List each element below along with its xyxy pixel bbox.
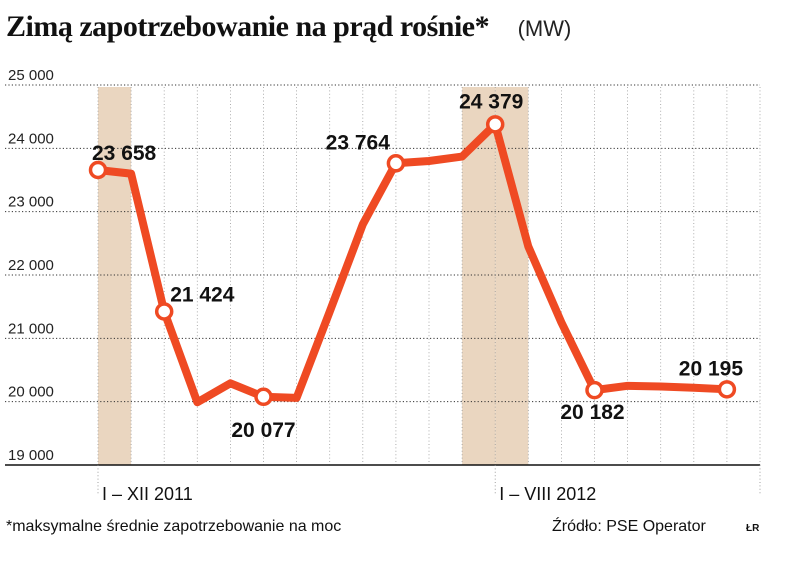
series-line bbox=[94, 120, 731, 407]
period-label: I – XII 2011 bbox=[102, 484, 193, 504]
line-chart: 19 000 20 000 21 000 22 000 23 000 24 000 25 0… bbox=[5, 67, 761, 504]
data-point-marker bbox=[485, 115, 505, 134]
data-point-marker bbox=[386, 154, 406, 173]
data-labels: 23 658 21 424 20 077 23 764 24 379 20 182 20 1… bbox=[92, 90, 743, 441]
data-point-marker bbox=[585, 380, 604, 400]
shaded-bands bbox=[98, 87, 529, 465]
data-label: 23 764 bbox=[326, 131, 391, 154]
y-tick-label: 24 000 bbox=[8, 130, 54, 147]
y-axis-ticks: 19 000 20 000 21 000 22 000 23 000 24 000 25 0… bbox=[8, 67, 54, 464]
y-tick-label: 23 000 bbox=[8, 194, 54, 211]
series-layer bbox=[88, 115, 737, 407]
data-point-marker bbox=[88, 160, 108, 180]
data-point-marker bbox=[154, 302, 174, 321]
data-label: 23 658 bbox=[92, 142, 157, 165]
data-label: 24 379 bbox=[459, 90, 523, 113]
chart-title: Zimą zapotrzebowanie na prąd rośnie* bbox=[6, 10, 490, 43]
data-point-marker bbox=[254, 387, 273, 407]
y-tick-label: 20 000 bbox=[8, 384, 54, 401]
unit-label: (MW) bbox=[517, 16, 572, 41]
x-axis: I – XII 2011 I – VIII 2012 bbox=[5, 87, 761, 504]
chart-title-block: Zimą zapotrzebowanie na prąd rośnie* (MW… bbox=[6, 10, 571, 44]
period-label: I – VIII 2012 bbox=[499, 484, 596, 504]
y-tick-label: 25 000 bbox=[8, 67, 54, 84]
data-point-marker bbox=[717, 380, 737, 399]
data-label: 20 195 bbox=[679, 357, 744, 380]
author-initials: ŁR bbox=[746, 523, 760, 534]
source-note: Źródło: PSE Operator bbox=[552, 518, 706, 535]
y-tick-label: 22 000 bbox=[8, 257, 54, 274]
y-tick-label: 21 000 bbox=[8, 320, 54, 337]
data-label: 20 077 bbox=[231, 419, 295, 442]
y-tick-label: 19 000 bbox=[8, 447, 54, 464]
data-label: 20 182 bbox=[560, 401, 624, 424]
data-label: 21 424 bbox=[170, 283, 235, 306]
footnote: *maksymalne średnie zapotrzebowanie na m… bbox=[6, 518, 342, 535]
